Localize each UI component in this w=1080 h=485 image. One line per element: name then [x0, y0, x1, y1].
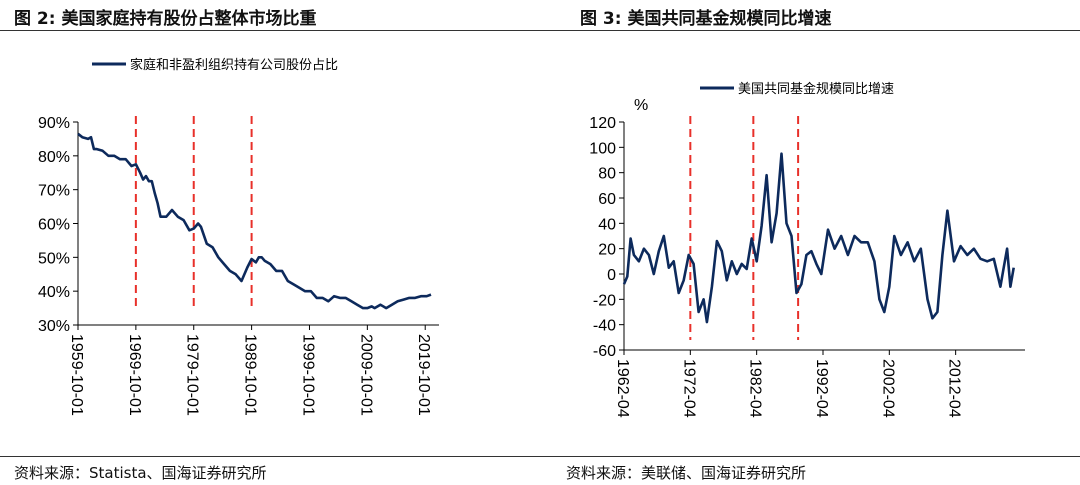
- y-tick-label: 0: [607, 267, 616, 284]
- y-tick-label: 40%: [38, 284, 70, 301]
- x-tick-label: 1972-04: [680, 359, 697, 418]
- left-figure-title: 图 2: 美国家庭持有股份占整体市场比重: [14, 9, 317, 29]
- y-axis-unit-label: %: [634, 97, 648, 114]
- x-tick-label: 1999-10-01: [299, 334, 316, 416]
- x-tick-label: 2012-04: [946, 359, 963, 418]
- x-tick-label: 1989-10-01: [242, 334, 259, 416]
- x-tick-label: 1982-04: [747, 359, 764, 418]
- y-tick-label: 100: [589, 140, 616, 157]
- x-tick-label: 2009-10-01: [357, 334, 374, 416]
- top-rule: [0, 30, 1080, 31]
- x-tick-label: 1979-10-01: [184, 334, 201, 416]
- y-tick-label: 90%: [38, 115, 70, 132]
- y-tick-label: 60%: [38, 217, 70, 234]
- x-tick-label: 1959-10-01: [68, 334, 85, 416]
- y-tick-label: 30%: [38, 318, 70, 335]
- y-tick-label: -60: [593, 343, 616, 360]
- y-tick-label: 80%: [38, 149, 70, 166]
- bottom-rule: [0, 456, 1080, 457]
- x-tick-label: 1969-10-01: [126, 334, 143, 416]
- x-tick-label: 2002-04: [879, 359, 896, 418]
- y-tick-label: 80: [598, 166, 616, 183]
- right-source-note: 资料来源：美联储、国海证券研究所: [566, 464, 807, 482]
- legend-label: 美国共同基金规模同比增速: [738, 81, 894, 97]
- series-line: [622, 152, 1015, 324]
- y-tick-label: 50%: [38, 250, 70, 267]
- left-source-note: 资料来源：Statista、国海证券研究所: [14, 464, 267, 482]
- x-tick-label: 1962-04: [614, 359, 631, 418]
- y-tick-label: 60: [598, 191, 616, 208]
- right-figure-title: 图 3: 美国共同基金规模同比增速: [580, 9, 832, 29]
- y-tick-label: 20: [598, 242, 616, 259]
- y-tick-label: -40: [593, 318, 616, 335]
- series-line: [77, 132, 432, 310]
- y-tick-label: 120: [589, 115, 616, 132]
- y-tick-label: 40: [598, 216, 616, 233]
- x-tick-label: 1992-04: [813, 359, 830, 418]
- y-tick-label: 70%: [38, 183, 70, 200]
- x-tick-label: 2019-10-01: [415, 334, 432, 416]
- y-tick-label: -20: [593, 292, 616, 309]
- legend-label: 家庭和非盈利组织持有公司股份占比: [130, 57, 338, 73]
